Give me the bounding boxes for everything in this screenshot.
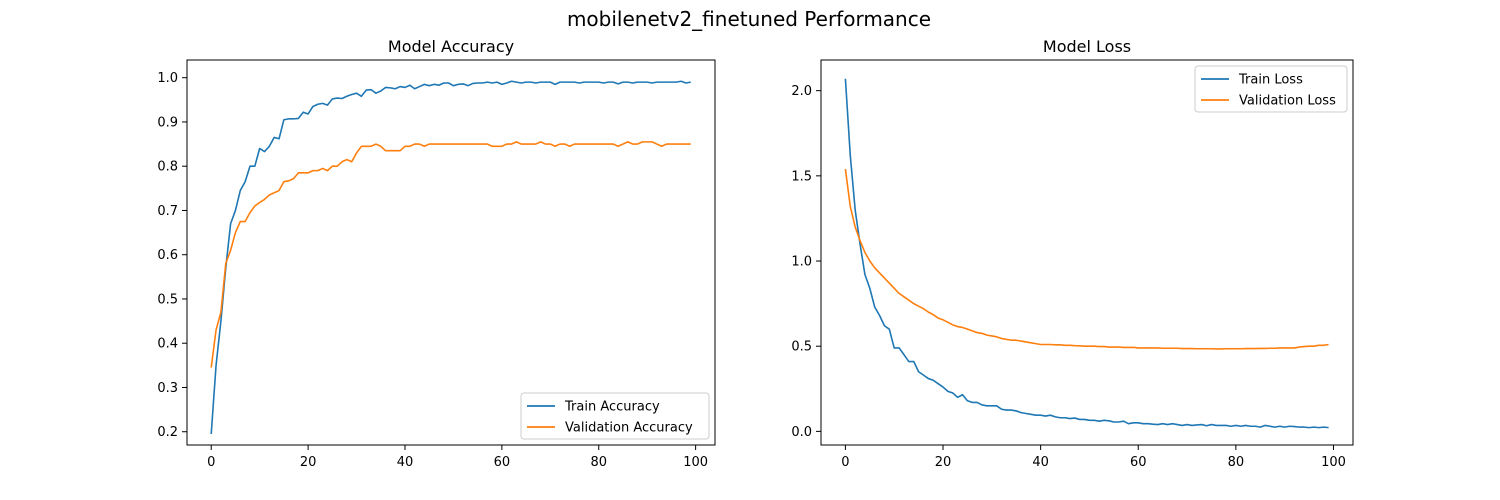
loss-x-tick-label: 100 — [1321, 455, 1346, 470]
accuracy-y-tick-label: 0.9 — [157, 115, 178, 130]
accuracy-x-tick-label: 20 — [300, 455, 317, 470]
accuracy-series-line-train-accuracy — [210, 80, 691, 434]
loss-x-tick-label: 40 — [1032, 455, 1049, 470]
loss-y-tick-label: 1.5 — [791, 169, 812, 184]
accuracy-y-tick-label: 0.5 — [157, 292, 178, 307]
accuracy-y-tick-label: 0.2 — [157, 425, 178, 440]
accuracy-legend-label-validation-accuracy: Validation Accuracy — [565, 421, 693, 436]
loss-x-tick-label: 20 — [935, 455, 952, 470]
accuracy-x-tick-label: 80 — [590, 455, 607, 470]
loss-series-line-train-loss — [844, 78, 1329, 429]
accuracy-y-tick-label: 0.3 — [157, 381, 178, 396]
accuracy-y-tick-label: 0.6 — [157, 248, 178, 263]
accuracy-x-tick-label: 60 — [494, 455, 511, 470]
accuracy-legend: Train Accuracy Validation Accuracy — [520, 392, 710, 440]
loss-x-tick-label: 80 — [1228, 455, 1245, 470]
loss-y-tick-label: 0.5 — [791, 340, 812, 355]
loss-legend-label-train-loss: Train Loss — [1238, 73, 1303, 88]
accuracy-y-tick-label: 1.0 — [157, 71, 178, 86]
loss-x-tick-label: 60 — [1130, 455, 1147, 470]
accuracy-x-tick-label: 0 — [207, 455, 215, 470]
loss-legend: Train Loss Validation Loss — [1194, 65, 1348, 113]
accuracy-y-tick-label: 0.4 — [157, 337, 178, 352]
accuracy-y-tick-label: 0.7 — [157, 204, 178, 219]
accuracy-legend-label-train-accuracy: Train Accuracy — [564, 400, 660, 415]
accuracy-legend-box — [520, 392, 710, 440]
loss-y-tick-label: 2.0 — [791, 84, 812, 99]
loss-chart-title: Model Loss — [1043, 37, 1131, 56]
accuracy-chart-title: Model Accuracy — [388, 37, 514, 56]
figure-suptitle: mobilenetv2_finetuned Performance — [567, 7, 931, 31]
loss-y-tick-label: 1.0 — [791, 255, 812, 270]
accuracy-x-tick-label: 100 — [683, 455, 708, 470]
accuracy-panel: Model Accuracy 0 20 40 60 80 100 0.2 0.3 0.4 0.5 0.… — [157, 37, 716, 470]
accuracy-axes-frame — [186, 59, 716, 446]
loss-legend-box — [1194, 65, 1348, 113]
accuracy-y-tick-label: 0.8 — [157, 160, 178, 175]
loss-axes-frame — [820, 59, 1354, 446]
loss-x-tick-label: 0 — [841, 455, 849, 470]
loss-legend-label-validation-loss: Validation Loss — [1239, 94, 1336, 109]
loss-panel: Model Loss 0 20 40 60 80 100 0.0 0.5 1.0 1.5 2.0 Tra… — [791, 37, 1354, 470]
accuracy-x-tick-label: 40 — [397, 455, 414, 470]
loss-series-line-validation-loss — [844, 168, 1329, 350]
loss-y-tick-label: 0.0 — [791, 425, 812, 440]
accuracy-series-line-validation-accuracy — [210, 141, 691, 368]
